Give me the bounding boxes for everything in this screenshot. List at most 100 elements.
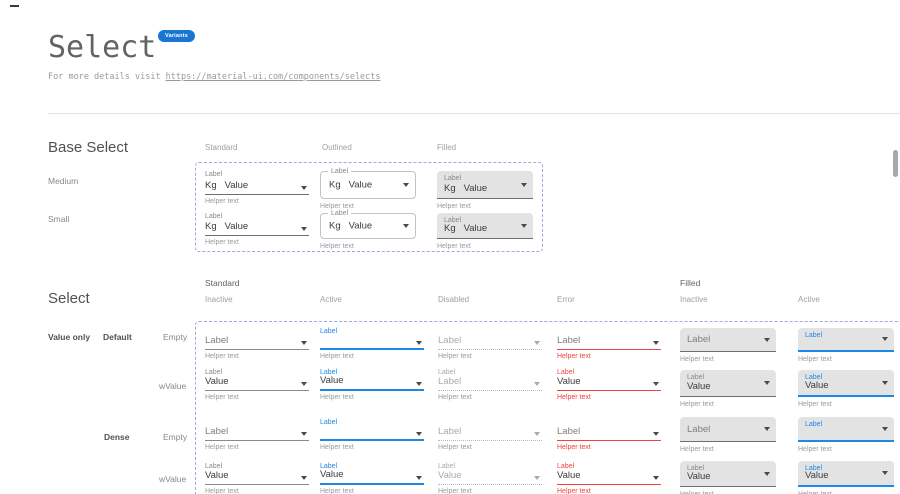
variants-badge: Variants xyxy=(158,30,196,42)
select-label: Label xyxy=(320,419,338,426)
select-standard-active-default-wvalue[interactable]: Label Value Helper text xyxy=(320,368,424,402)
column-header-standard: Standard xyxy=(205,143,238,152)
helper-text: Helper text xyxy=(205,444,239,451)
select-value: Value xyxy=(463,183,488,194)
base-select-outline xyxy=(195,162,543,252)
select-standard-error-dense-wvalue[interactable]: Label Value Helper text xyxy=(557,462,661,494)
select-standard-active-dense-empty[interactable]: Label Helper text xyxy=(320,418,424,452)
helper-text: Helper text xyxy=(320,444,354,451)
helper-text: Helper text xyxy=(557,353,591,360)
dropdown-arrow-icon xyxy=(301,432,307,436)
helper-text: Helper text xyxy=(680,491,776,494)
adornment: Kg xyxy=(329,179,341,191)
page-title: Select xyxy=(48,30,157,65)
helper-text: Helper text xyxy=(557,444,591,451)
select-label: Label xyxy=(205,369,223,376)
dropdown-arrow-icon xyxy=(534,382,540,386)
select-label: Label xyxy=(320,463,338,470)
dropdown-arrow-icon xyxy=(653,341,659,345)
helper-text: Helper text xyxy=(680,401,714,408)
dropdown-arrow-icon xyxy=(301,227,307,231)
base-select-standard-medium[interactable]: Label Kg Value Helper text xyxy=(205,170,309,206)
helper-text: Helper text xyxy=(320,394,354,401)
select-standard-disabled-default-empty: Label Helper text xyxy=(438,327,542,361)
dropdown-arrow-icon xyxy=(882,426,888,431)
helper-text: Helper text xyxy=(798,356,832,363)
column-header-error: Error xyxy=(557,295,575,304)
dropdown-arrow-icon xyxy=(764,427,770,431)
dropdown-arrow-icon xyxy=(882,471,888,475)
select-standard-active-default-empty[interactable]: Label Helper text xyxy=(320,327,424,361)
helper-text: Helper text xyxy=(438,394,472,401)
column-header-outlined: Outlined xyxy=(322,143,352,152)
select-value: Label xyxy=(687,423,711,435)
base-select-filled-small[interactable]: Label Kg Value Helper text xyxy=(437,213,533,251)
select-label: Label xyxy=(205,463,223,470)
dropdown-arrow-icon xyxy=(416,382,422,386)
select-value: Value xyxy=(805,470,829,481)
subtitle: For more details visit https://material-u… xyxy=(48,72,381,82)
column-header-inactive: Inactive xyxy=(205,295,233,304)
dropdown-arrow-icon xyxy=(534,341,540,345)
select-value: Value xyxy=(205,376,229,387)
select-filled-active-dense-empty[interactable]: Label Helper text xyxy=(798,417,894,454)
select-filled-inactive-default-wvalue[interactable]: Label Value Helper text xyxy=(680,370,776,409)
dropdown-arrow-icon xyxy=(521,223,527,228)
select-label: Label xyxy=(438,463,456,470)
select-standard-inactive-default-wvalue[interactable]: Label Value Helper text xyxy=(205,368,309,402)
select-standard-inactive-dense-empty[interactable]: Label Helper text xyxy=(205,418,309,452)
helper-text: Helper text xyxy=(320,488,354,494)
helper-text: Helper text xyxy=(680,446,714,453)
select-value: Label xyxy=(438,376,462,387)
select-standard-inactive-dense-wvalue[interactable]: Label Value Helper text xyxy=(205,462,309,494)
corner-mark xyxy=(10,5,19,7)
base-select-outlined-medium[interactable]: Label Kg Value Helper text xyxy=(320,167,416,211)
scrollbar-thumb[interactable] xyxy=(893,150,898,177)
select-label: Label xyxy=(444,217,462,224)
subtitle-text: For more details visit xyxy=(48,72,161,82)
helper-text: Helper text xyxy=(798,491,894,494)
helper-text: Helper text xyxy=(205,394,239,401)
base-select-standard-small[interactable]: Label Kg Value Helper text xyxy=(205,212,309,247)
dropdown-arrow-icon xyxy=(764,471,770,476)
dropdown-arrow-icon xyxy=(301,186,307,190)
dropdown-arrow-icon xyxy=(764,381,770,385)
base-select-outlined-small[interactable]: Label Kg Value Helper text xyxy=(320,209,416,251)
header-divider xyxy=(48,113,900,114)
select-label: Label xyxy=(805,374,823,381)
dropdown-arrow-icon xyxy=(403,224,409,228)
select-filled-inactive-dense-empty[interactable]: Label Helper text xyxy=(680,417,776,454)
select-standard-inactive-default-empty[interactable]: Label Helper text xyxy=(205,327,309,361)
select-standard-error-dense-empty[interactable]: Label Helper text xyxy=(557,418,661,452)
column-header-disabled: Disabled xyxy=(438,295,470,304)
select-filled-active-default-empty[interactable]: Label Helper text xyxy=(798,328,894,364)
select-label: Label xyxy=(444,175,462,182)
select-label: Label xyxy=(205,213,223,220)
select-value: Label xyxy=(687,334,711,345)
base-select-filled-medium[interactable]: Label Kg Value Helper text xyxy=(437,171,533,211)
select-filled-inactive-default-empty[interactable]: Label Helper text xyxy=(680,328,776,364)
adornment: Kg xyxy=(444,223,456,234)
select-value: Value xyxy=(463,223,488,234)
dropdown-arrow-icon xyxy=(301,476,307,480)
details-link[interactable]: https://material-ui.com/components/selec… xyxy=(165,72,381,82)
dropdown-arrow-icon xyxy=(764,337,770,342)
select-standard-error-default-empty[interactable]: Label Helper text xyxy=(557,327,661,361)
dropdown-arrow-icon xyxy=(301,341,307,345)
helper-text: Helper text xyxy=(680,356,714,363)
select-value: Value xyxy=(557,470,581,481)
select-label: Label xyxy=(205,171,223,178)
base-select-heading: Base Select xyxy=(48,139,129,156)
select-standard-active-dense-wvalue[interactable]: Label Value Helper text xyxy=(320,462,424,494)
dropdown-arrow-icon xyxy=(882,337,888,341)
select-standard-error-default-wvalue[interactable]: Label Value Helper text xyxy=(557,368,661,402)
row-label-small: Small xyxy=(48,214,70,224)
select-value: Value xyxy=(805,380,829,391)
select-filled-active-default-wvalue[interactable]: Label Value Helper text xyxy=(798,370,894,409)
dropdown-arrow-icon xyxy=(416,341,422,345)
helper-text: Helper text xyxy=(205,353,239,360)
helper-text: Helper text xyxy=(205,198,239,205)
helper-text: Helper text xyxy=(320,353,354,360)
